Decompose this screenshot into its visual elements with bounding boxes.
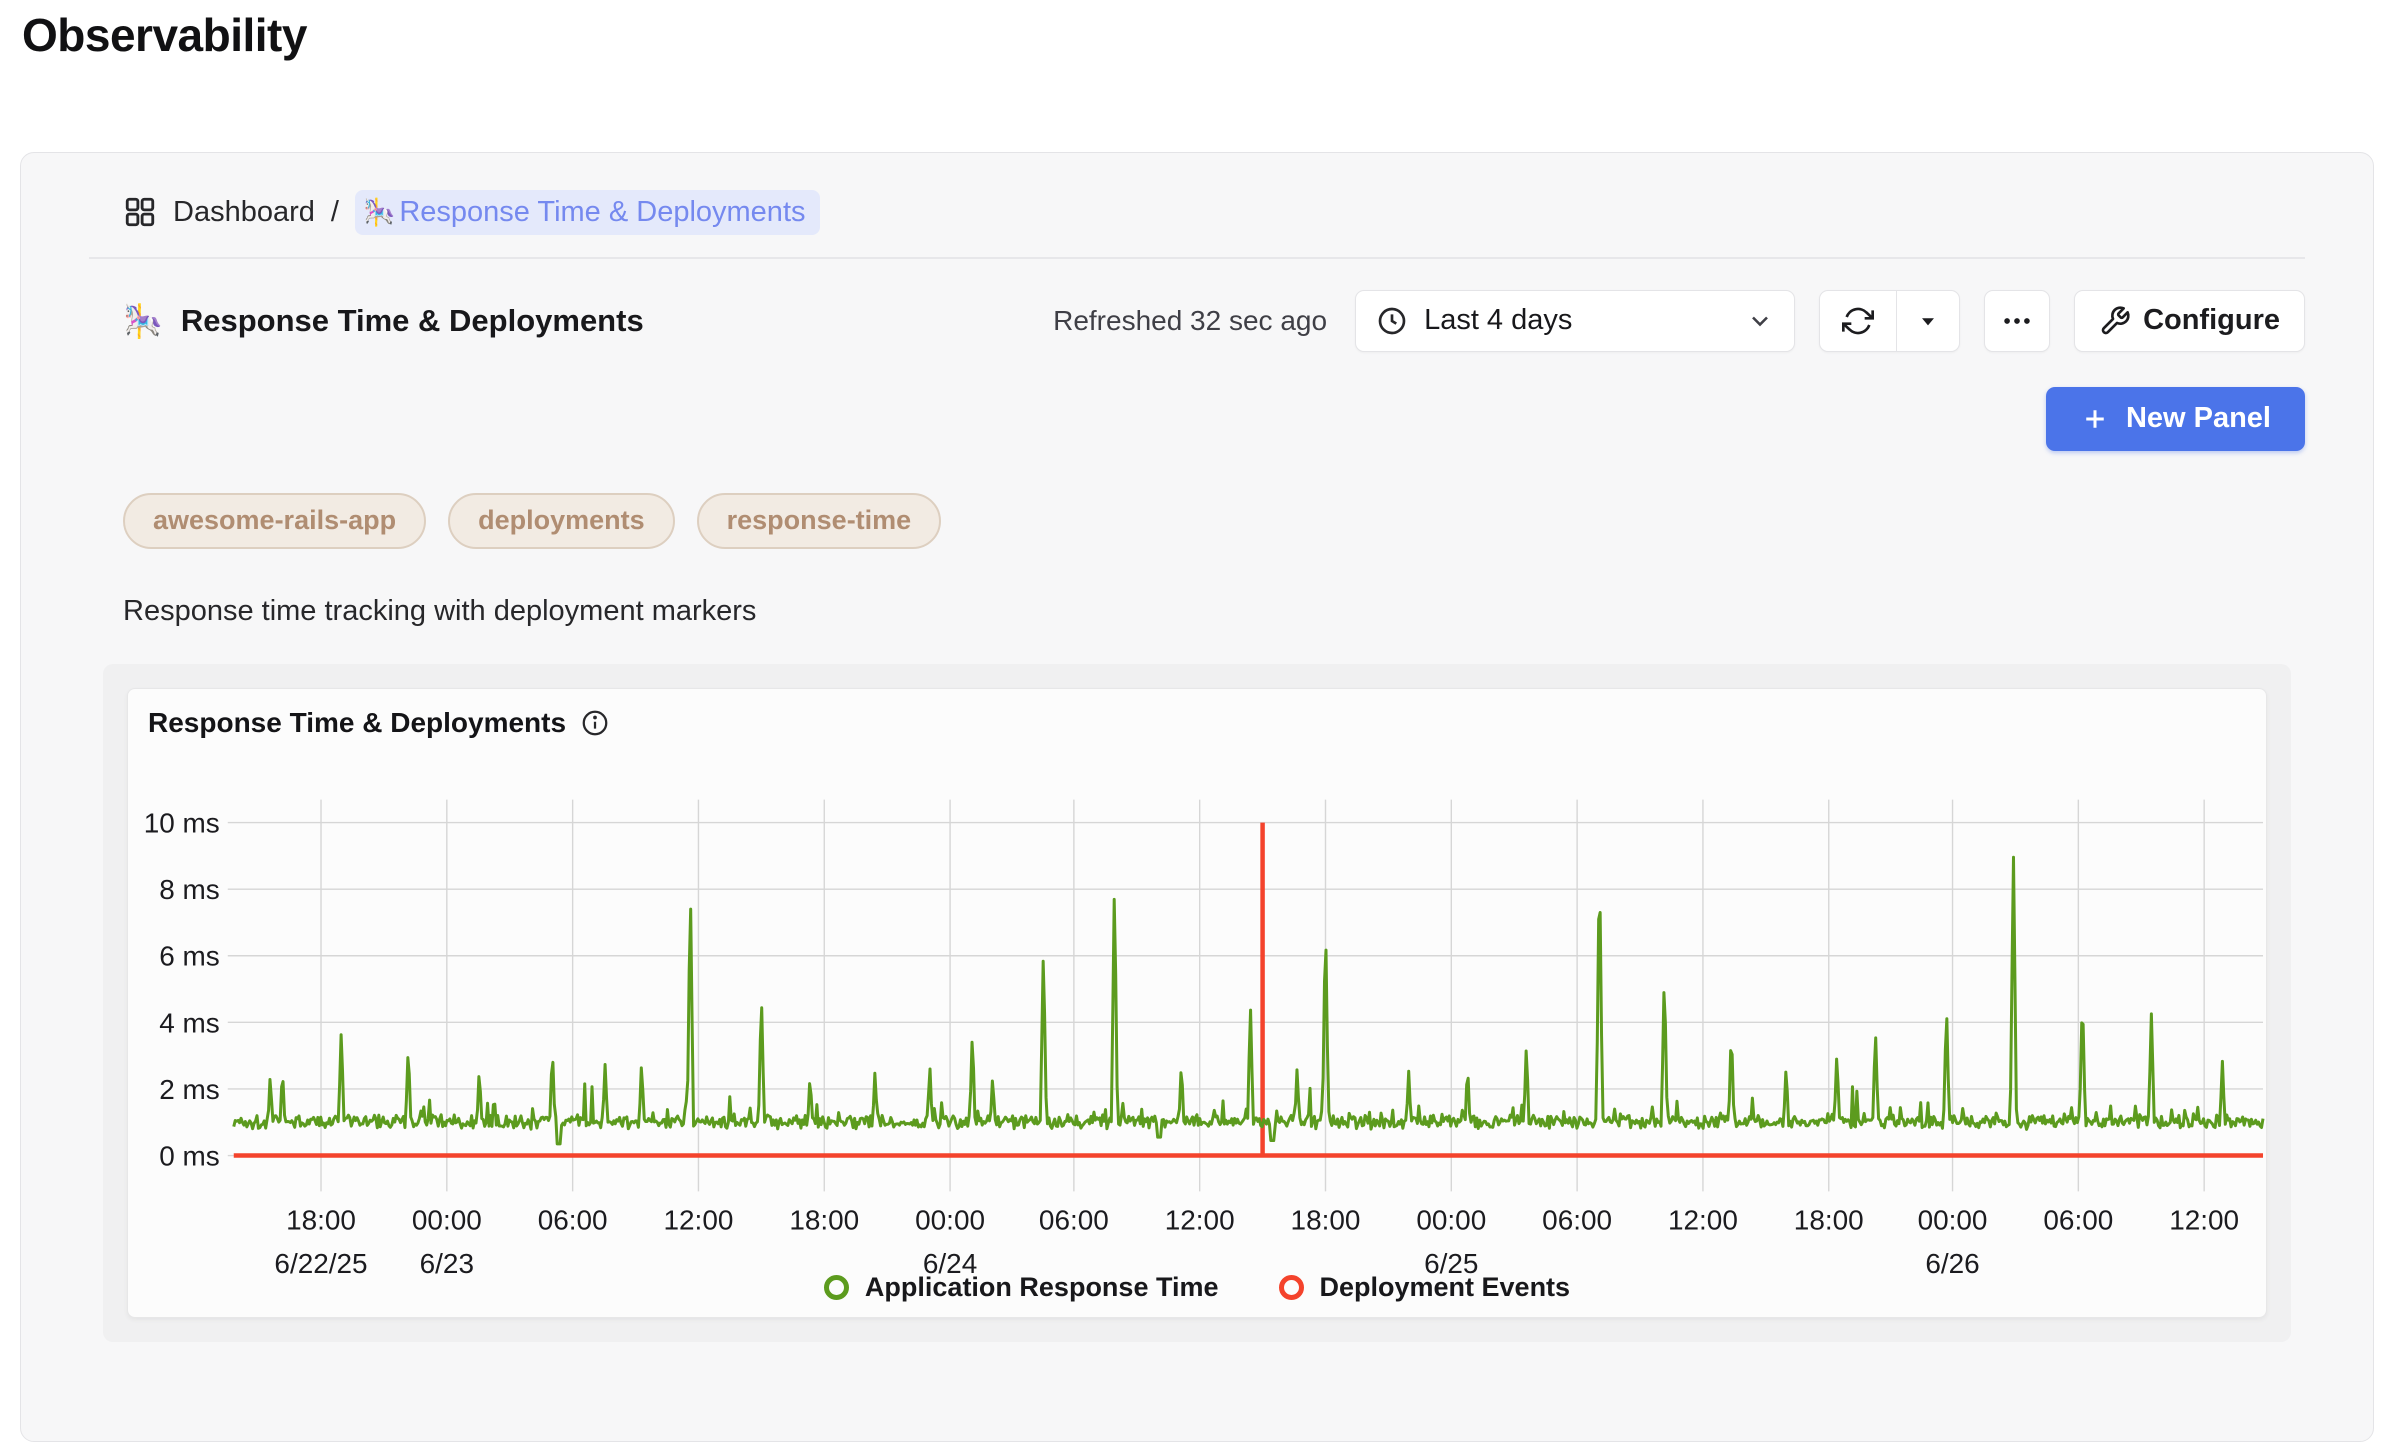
svg-text:00:00: 00:00	[1416, 1204, 1486, 1235]
chevron-down-icon	[1746, 307, 1774, 335]
new-panel-row: New Panel	[89, 386, 2305, 451]
breadcrumb-current-label: Response Time & Deployments	[399, 195, 806, 228]
carousel-horse-icon: 🎠	[362, 196, 396, 227]
svg-text:06:00: 06:00	[538, 1204, 608, 1235]
chart-panel-container: Response Time & Deployments 18:00 6/22/25…	[103, 663, 2291, 1342]
page-title: Observability	[22, 9, 307, 61]
new-panel-button[interactable]: New Panel	[2045, 386, 2305, 451]
svg-text:6/24: 6/24	[923, 1248, 977, 1279]
breadcrumb-separator: /	[330, 195, 339, 228]
chart-title-row: Response Time & Deployments	[148, 707, 610, 739]
ellipsis-icon	[2000, 304, 2034, 338]
svg-text:6/26: 6/26	[1925, 1248, 1979, 1279]
legend-ring-green	[823, 1274, 849, 1300]
svg-text:12:00: 12:00	[1668, 1204, 1738, 1235]
svg-text:00:00: 00:00	[915, 1204, 985, 1235]
tag-deployments[interactable]: deployments	[448, 492, 675, 549]
svg-text:2 ms: 2 ms	[159, 1073, 220, 1104]
svg-text:00:00: 00:00	[1918, 1204, 1988, 1235]
plus-icon	[2080, 404, 2110, 434]
configure-label: Configure	[2143, 304, 2280, 336]
chart-legend: Application Response Time Deployment Eve…	[128, 1272, 2266, 1303]
svg-text:0 ms: 0 ms	[159, 1140, 220, 1171]
info-icon[interactable]	[580, 708, 610, 738]
panel-description: Response time tracking with deployment m…	[123, 594, 757, 627]
svg-text:06:00: 06:00	[2043, 1204, 2113, 1235]
refreshed-status: Refreshed 32 sec ago	[1053, 304, 1328, 336]
svg-text:4 ms: 4 ms	[159, 1007, 220, 1038]
legend-ring-red	[1278, 1274, 1304, 1300]
breadcrumb: Dashboard / 🎠 Response Time & Deployment…	[89, 153, 2305, 235]
legend-item-deployments[interactable]: Deployment Events	[1278, 1271, 1571, 1303]
svg-text:8 ms: 8 ms	[159, 874, 220, 905]
svg-text:12:00: 12:00	[1165, 1204, 1235, 1235]
time-range-select[interactable]: Last 4 days	[1355, 289, 1796, 352]
refresh-icon	[1842, 305, 1875, 337]
dashboard-card: Dashboard / 🎠 Response Time & Deployment…	[20, 152, 2374, 1442]
svg-text:10 ms: 10 ms	[144, 807, 220, 838]
svg-text:12:00: 12:00	[664, 1204, 734, 1235]
clock-icon	[1376, 305, 1408, 337]
refresh-options-button[interactable]	[1896, 290, 1959, 351]
svg-text:18:00: 18:00	[1291, 1204, 1361, 1235]
svg-text:00:00: 00:00	[412, 1204, 482, 1235]
legend-label: Deployment Events	[1319, 1271, 1571, 1302]
more-options-button[interactable]	[1984, 289, 2051, 352]
breadcrumb-dashboard-link[interactable]: Dashboard	[123, 195, 315, 229]
header-controls: Refreshed 32 sec ago Last 4 days	[1053, 289, 2305, 352]
svg-text:6 ms: 6 ms	[159, 940, 220, 971]
new-panel-label: New Panel	[2125, 402, 2271, 434]
chart-card: Response Time & Deployments 18:00 6/22/25…	[127, 687, 2267, 1318]
svg-text:18:00: 18:00	[789, 1204, 859, 1235]
dashboard-grid-icon	[123, 195, 157, 229]
refresh-split-button	[1819, 289, 1961, 352]
panel-title-group: 🎠 Response Time & Deployments	[89, 302, 644, 340]
tag-response-time[interactable]: response-time	[696, 492, 942, 549]
refresh-button[interactable]	[1820, 291, 1896, 351]
svg-text:6/22/25: 6/22/25	[274, 1248, 367, 1279]
time-range-value: Last 4 days	[1424, 304, 1573, 336]
chart-title: Response Time & Deployments	[148, 706, 567, 738]
svg-text:06:00: 06:00	[1039, 1204, 1109, 1235]
legend-item-response-time[interactable]: Application Response Time	[823, 1271, 1219, 1303]
svg-text:6/25: 6/25	[1424, 1248, 1478, 1279]
svg-text:06:00: 06:00	[1542, 1204, 1612, 1235]
header-divider	[89, 257, 2305, 259]
carousel-horse-icon: 🎠	[123, 302, 163, 339]
tags-row: awesome-rails-app deployments response-t…	[89, 492, 2305, 549]
tag-awesome-rails-app[interactable]: awesome-rails-app	[123, 492, 427, 549]
triangle-down-icon	[1915, 308, 1941, 334]
svg-text:18:00: 18:00	[1794, 1204, 1864, 1235]
configure-button[interactable]: Configure	[2074, 289, 2305, 352]
legend-label: Application Response Time	[864, 1271, 1219, 1302]
panel-header: 🎠 Response Time & Deployments Refreshed …	[89, 289, 2305, 353]
svg-text:6/23: 6/23	[420, 1248, 474, 1279]
svg-text:18:00: 18:00	[286, 1204, 356, 1235]
page-section-title: Response Time & Deployments	[180, 302, 644, 338]
breadcrumb-root-label: Dashboard	[173, 195, 315, 228]
chart-svg[interactable]: 18:00 6/22/25 00:00 6/23 06:00 12:00 18:00 00:0…	[128, 689, 2266, 1317]
svg-text:12:00: 12:00	[2169, 1204, 2239, 1235]
breadcrumb-current-link[interactable]: 🎠 Response Time & Deployments	[354, 189, 820, 235]
tools-icon	[2099, 305, 2131, 337]
